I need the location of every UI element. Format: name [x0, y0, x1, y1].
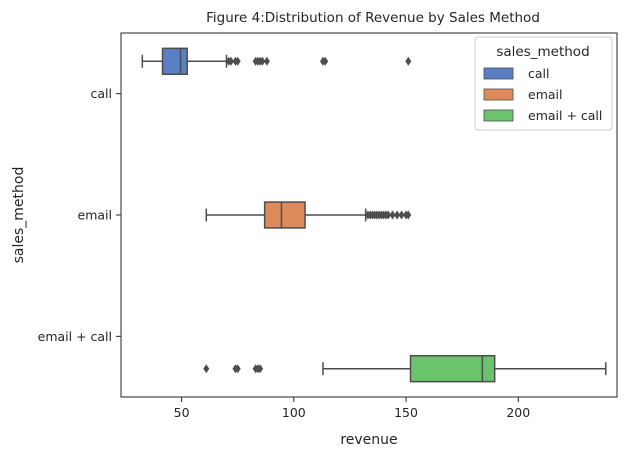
outlier-point: [227, 56, 234, 66]
outlier-point: [385, 210, 392, 220]
chart-title: Figure 4:Distribution of Revenue by Sale…: [206, 10, 540, 26]
legend-swatch: [483, 67, 514, 80]
legend: sales_method call email email + call: [474, 36, 613, 131]
legend-frame: [474, 36, 613, 131]
x-tick-label: 50: [174, 405, 190, 420]
y-tick-label: email: [78, 208, 112, 223]
x-axis-label: revenue: [340, 432, 397, 448]
y-tick-label: email + call: [38, 329, 112, 344]
box-email-call: [203, 354, 607, 383]
y-tick-label: call: [91, 86, 112, 101]
y-ticks: call email email + call: [38, 86, 121, 344]
x-tick-label: 150: [394, 405, 418, 420]
outlier-point: [257, 364, 264, 374]
legend-swatch: [483, 109, 514, 122]
outlier-point: [234, 56, 241, 66]
x-tick-label: 100: [282, 405, 306, 420]
legend-label: email + call: [528, 108, 602, 123]
legend-label: call: [528, 66, 549, 81]
outlier-point: [394, 210, 401, 220]
box-call: [141, 47, 412, 76]
legend-swatch: [483, 88, 514, 101]
outlier-point: [405, 210, 412, 220]
outlier-point: [203, 364, 210, 374]
box-iqr: [161, 47, 188, 76]
x-ticks: 50 100 150 200: [174, 397, 530, 420]
box-email: [205, 201, 412, 229]
outlier-point: [263, 56, 270, 66]
outlier-point: [234, 364, 241, 374]
outlier-point: [322, 56, 329, 66]
y-axis-label: sales_method: [11, 167, 27, 264]
legend-title: sales_method: [496, 44, 589, 60]
x-tick-label: 200: [506, 405, 530, 420]
outlier-point: [398, 210, 405, 220]
legend-label: email: [528, 87, 562, 102]
box-iqr: [263, 201, 306, 229]
outlier-point: [259, 56, 266, 66]
plot-area: [141, 47, 607, 383]
box-iqr: [409, 354, 496, 383]
outlier-point: [389, 210, 396, 220]
outlier-point: [405, 56, 412, 66]
